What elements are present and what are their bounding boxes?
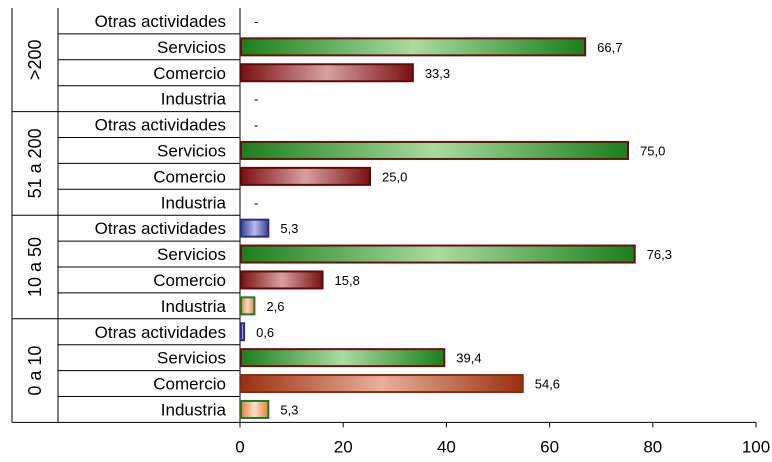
category-label: Industria [161,400,227,419]
chart-frame [11,8,757,428]
data-label: - [254,92,258,107]
data-label: 76,3 [647,247,672,262]
category-label: Comercio [153,64,226,83]
category-label: Comercio [153,375,226,394]
data-label: 66,7 [597,40,622,55]
category-label: Comercio [153,167,226,186]
data-label: 54,6 [535,377,560,392]
category-label: Servicios [157,141,226,160]
category-label: Servicios [157,245,226,264]
data-label: 25,0 [382,169,407,184]
category-label: Otras actividades [95,12,226,31]
bar [240,140,629,160]
data-label: - [254,118,258,133]
bar [240,63,414,83]
group-label: 10 a 50 [25,237,45,297]
category-label: Industria [161,193,227,212]
category-label: Otras actividades [95,116,226,135]
x-tick-label: 60 [540,437,559,456]
data-label: 5,3 [280,402,298,417]
bar [240,270,324,290]
group-label: 0 a 10 [25,346,45,396]
bar [240,348,446,368]
category-label: Industria [161,297,227,316]
data-label: 0,6 [256,325,274,340]
data-label: 33,3 [425,66,450,81]
category-label: Otras actividades [95,323,226,342]
data-label: 75,0 [640,143,665,158]
bars-layer [240,37,636,419]
bar [240,37,587,57]
data-label: - [254,195,258,210]
category-label: Otras actividades [95,219,226,238]
category-label: Servicios [157,38,226,57]
x-tick-label: 20 [334,437,353,456]
data-label: - [254,14,258,29]
x-tick-label: 80 [643,437,662,456]
category-label: Comercio [153,271,226,290]
group-label: >200 [25,40,45,81]
group-label: 51 a 200 [25,128,45,198]
category-label: Industria [161,90,227,109]
data-label: 15,8 [335,273,360,288]
bar [240,399,270,419]
x-tick-label: 0 [235,437,244,456]
bar [240,244,636,264]
data-label: 2,6 [266,299,284,314]
bar [240,218,270,238]
data-label: 5,3 [280,221,298,236]
bar [240,322,246,342]
category-label: Servicios [157,349,226,368]
x-tick-label: 100 [742,437,770,456]
data-label: 39,4 [456,351,481,366]
bar [240,374,524,394]
bar [240,296,256,316]
x-tick-label: 40 [437,437,456,456]
bar [240,166,371,186]
labels-layer: 0 20 40 60 80 100 >200 Otras actividades - Servic… [25,12,770,456]
